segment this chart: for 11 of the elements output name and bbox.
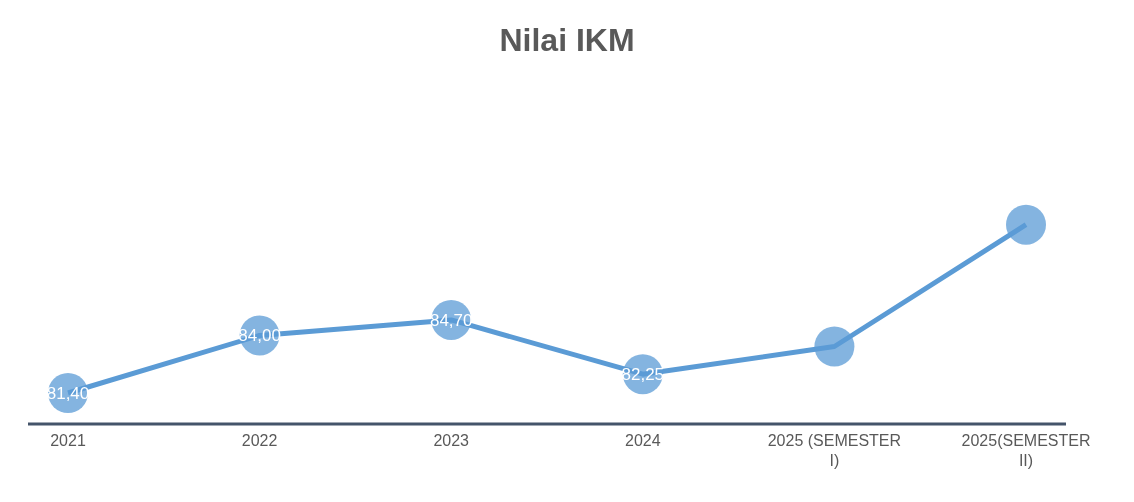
data-label: 81,40	[46, 384, 90, 404]
x-tick-label: 2025(SEMESTER II)	[961, 432, 1091, 469]
x-tick-label: 2022	[241, 432, 278, 449]
data-label: 84,70	[429, 310, 473, 330]
point	[1006, 204, 1046, 245]
x-tick-label: 2025 (SEMESTER I)	[767, 432, 902, 469]
x-tick-label: 2021	[50, 432, 86, 449]
chart-title: Nilai IKM	[498, 21, 636, 60]
x-tick-label: 2024	[625, 432, 661, 449]
point	[814, 326, 855, 367]
x-tick-label: 2023	[433, 432, 470, 449]
